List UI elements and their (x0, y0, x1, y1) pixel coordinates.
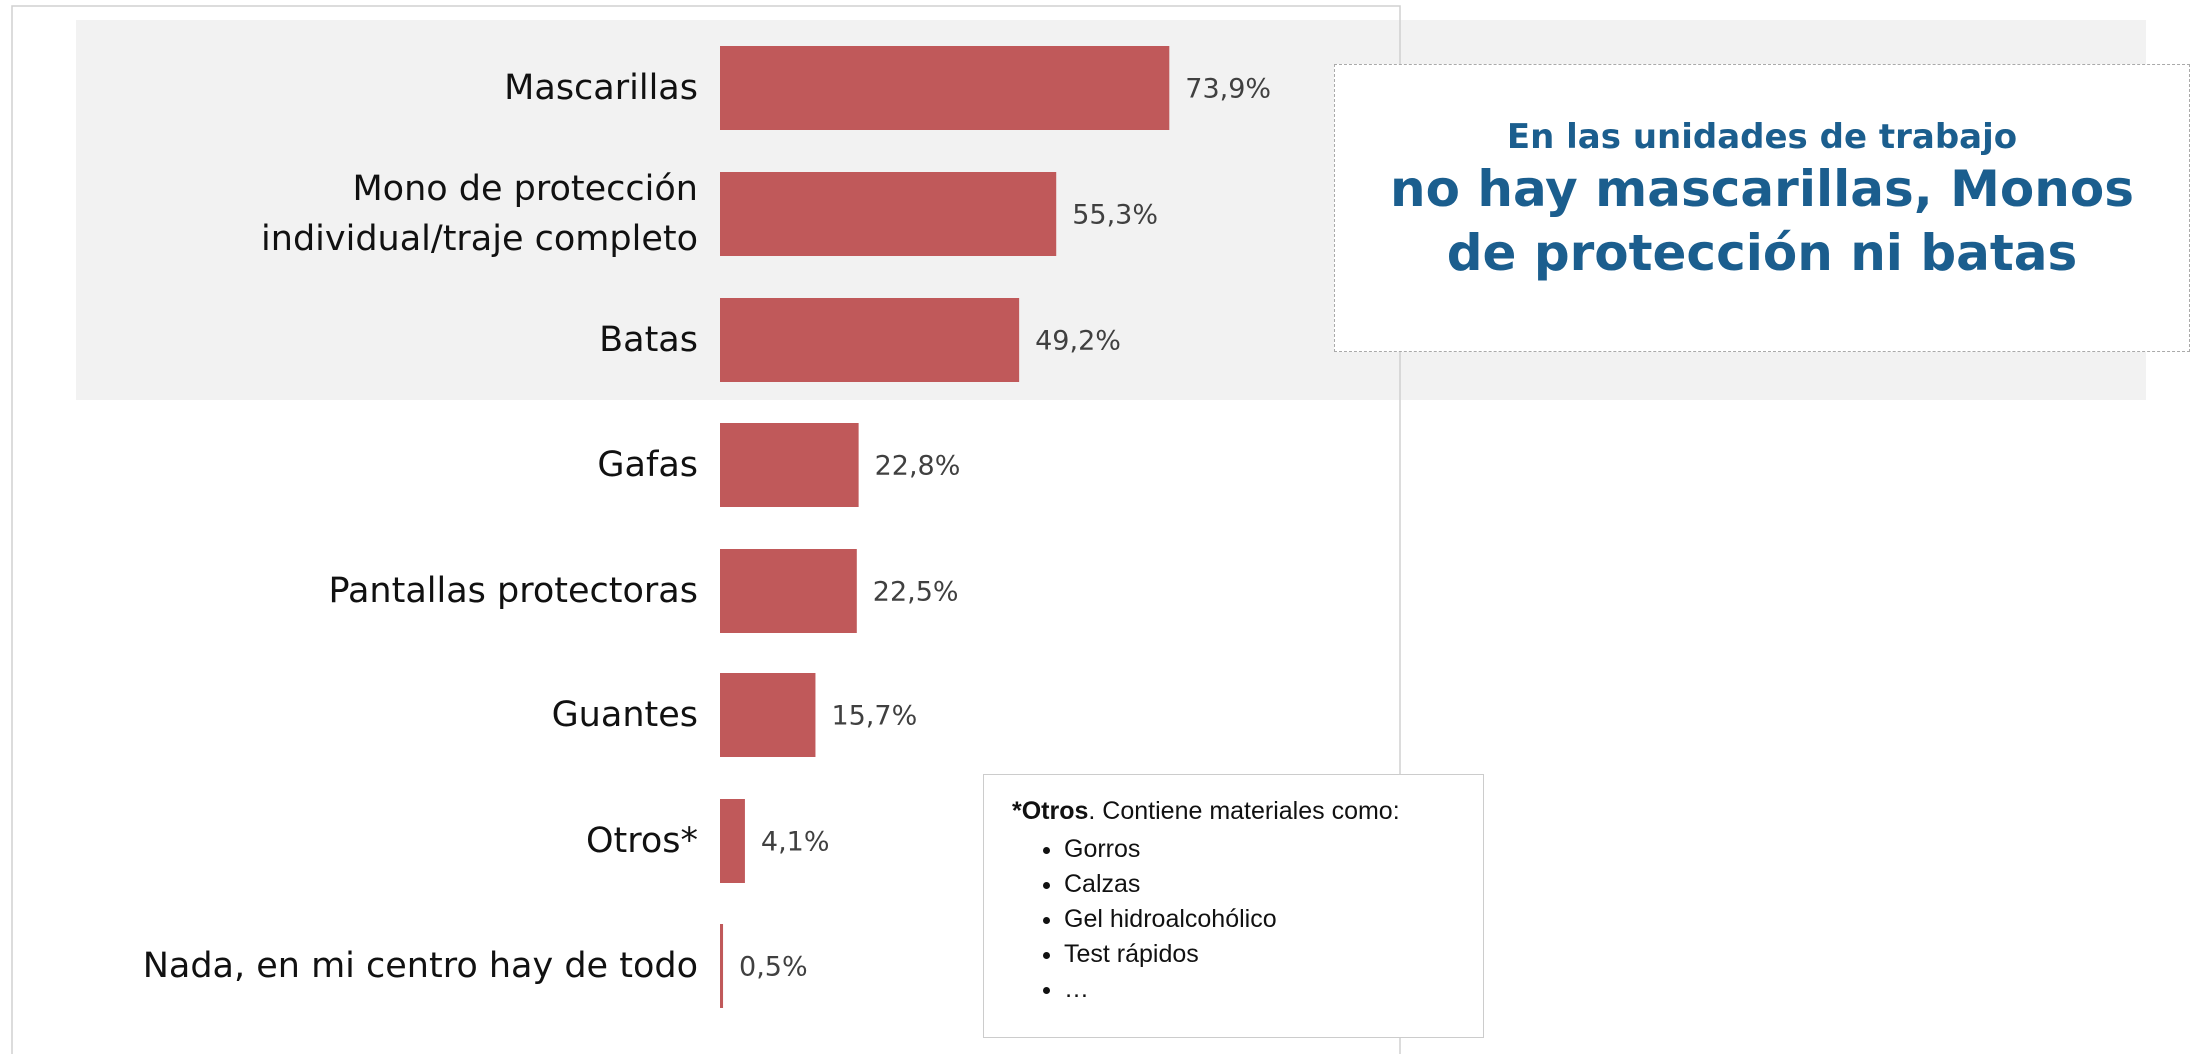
category-label: Mascarillas (504, 68, 698, 108)
value-label: 55,3% (1072, 200, 1158, 231)
bar (720, 46, 1170, 130)
category-label: Pantallas protectoras (328, 571, 698, 611)
category-label: Otros* (585, 821, 698, 861)
callout-subtitle: En las unidades de trabajo (1506, 117, 2018, 157)
note-item: Test rápidos (1064, 937, 1483, 972)
note-item: … (1064, 972, 1483, 1007)
value-label: 22,8% (875, 451, 961, 482)
bar (720, 799, 745, 883)
category-label: Gafas (597, 445, 698, 485)
category-label: Nada, en mi centro hay de todo (142, 946, 698, 986)
value-label: 49,2% (1035, 326, 1121, 357)
bar (720, 549, 857, 633)
note-intro: . Contiene materiales como: (1088, 797, 1400, 825)
callout: En las unidades de trabajo no hay mascar… (1334, 64, 2190, 352)
note-title: *Otros (1012, 797, 1089, 825)
note-heading: *Otros. Contiene materiales como: (1012, 797, 1483, 826)
bar (720, 924, 724, 1008)
value-label: 22,5% (873, 577, 959, 608)
category-label: Batas (599, 320, 698, 360)
callout-headline: no hay mascarillas, Monos de protección … (1390, 160, 2134, 282)
value-label: 4,1% (761, 827, 830, 858)
note: *Otros. Contiene materiales como: Gorros… (983, 774, 1484, 1038)
category-label: Guantes (551, 695, 698, 735)
bar (720, 673, 816, 757)
bar (720, 172, 1057, 256)
note-item: Calzas (1064, 867, 1483, 902)
chart-frame (11, 5, 1401, 1054)
value-label: 0,5% (739, 952, 808, 983)
bar (720, 423, 859, 507)
value-label: 15,7% (831, 701, 917, 732)
note-list: GorrosCalzasGel hidroalcohólicoTest rápi… (1012, 832, 1483, 1007)
note-item: Gel hidroalcohólico (1064, 902, 1483, 937)
category-label: Mono de protección individual/traje comp… (261, 169, 698, 259)
bar (720, 298, 1020, 382)
value-label: 73,9% (1185, 74, 1271, 105)
note-item: Gorros (1064, 832, 1483, 867)
